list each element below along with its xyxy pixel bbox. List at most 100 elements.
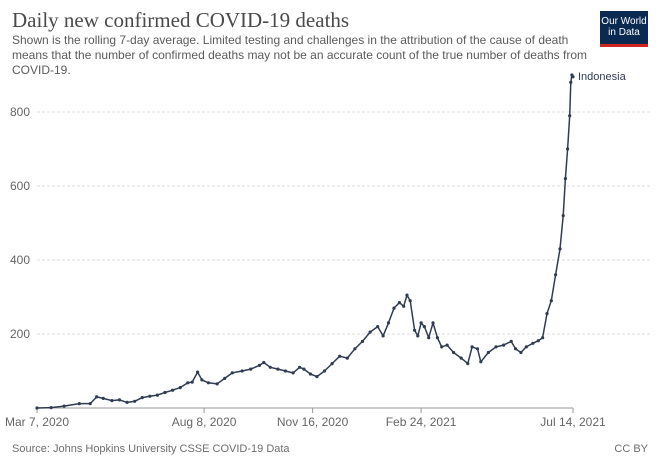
x-tick-label: Mar 7, 2020 bbox=[5, 415, 69, 429]
owid-logo[interactable]: Our World in Data bbox=[600, 11, 648, 47]
chart-subtitle: Shown is the rolling 7-day average. Limi… bbox=[12, 33, 587, 77]
data-point bbox=[249, 367, 253, 371]
license-link[interactable]: CC BY bbox=[614, 443, 648, 455]
data-point bbox=[524, 345, 528, 349]
data-point bbox=[431, 321, 435, 325]
data-point bbox=[62, 404, 66, 408]
x-tick-label: Feb 24, 2021 bbox=[386, 415, 457, 429]
data-point bbox=[519, 350, 523, 355]
data-point bbox=[502, 343, 506, 347]
data-point bbox=[392, 306, 396, 310]
data-point bbox=[215, 382, 219, 386]
logo-line-1: Our World bbox=[601, 16, 647, 27]
data-point bbox=[566, 147, 570, 151]
data-point bbox=[435, 336, 439, 340]
data-point bbox=[459, 356, 463, 360]
data-point bbox=[101, 396, 105, 400]
chart-title: Daily new confirmed COVID-19 deaths bbox=[12, 8, 350, 32]
data-point bbox=[35, 406, 39, 410]
data-point bbox=[405, 293, 409, 297]
data-point bbox=[322, 369, 327, 373]
data-point bbox=[422, 325, 426, 329]
x-tick-label: Nov 16, 2020 bbox=[277, 415, 349, 429]
data-point bbox=[230, 371, 234, 375]
data-point bbox=[479, 360, 483, 364]
data-point bbox=[466, 362, 470, 366]
data-point bbox=[330, 362, 334, 366]
series-label: Indonesia bbox=[578, 71, 627, 83]
data-point bbox=[419, 321, 423, 325]
data-point bbox=[494, 345, 498, 349]
data-point bbox=[308, 372, 312, 376]
y-tick-label: 200 bbox=[10, 327, 30, 341]
data-point bbox=[513, 347, 518, 351]
data-point bbox=[186, 381, 190, 385]
data-point bbox=[397, 301, 401, 305]
data-point bbox=[345, 356, 349, 360]
data-point bbox=[298, 365, 302, 369]
y-tick-label: 600 bbox=[10, 179, 30, 193]
data-point bbox=[171, 388, 175, 392]
data-point bbox=[545, 312, 549, 316]
data-point bbox=[190, 380, 194, 384]
data-point bbox=[283, 369, 288, 373]
data-point bbox=[88, 402, 92, 406]
data-point bbox=[452, 350, 456, 355]
data-point bbox=[155, 393, 159, 397]
data-point bbox=[368, 330, 372, 334]
data-point bbox=[569, 80, 573, 84]
data-point bbox=[240, 369, 244, 373]
data-point bbox=[536, 339, 540, 343]
data-point bbox=[413, 328, 417, 332]
data-point bbox=[541, 336, 545, 340]
data-point bbox=[133, 399, 137, 403]
axis: 200 400 600 800 Mar 7, 2020 Aug 8, 2020 Nov 16… bbox=[5, 105, 606, 429]
source-note: Source: Johns Hopkins University CSSE CO… bbox=[12, 443, 290, 455]
data-point bbox=[257, 363, 261, 367]
logo-line-2: in Data bbox=[608, 27, 640, 38]
data-point bbox=[148, 394, 152, 398]
data-point bbox=[563, 177, 568, 181]
data-point bbox=[117, 398, 122, 402]
data-point bbox=[276, 367, 280, 371]
series-line-indonesia[interactable] bbox=[36, 74, 574, 409]
data-point bbox=[549, 299, 553, 303]
y-tick-label: 400 bbox=[10, 253, 30, 267]
data-point bbox=[558, 247, 562, 251]
data-point bbox=[95, 395, 99, 399]
data-point bbox=[486, 350, 490, 355]
data-point bbox=[178, 386, 182, 390]
data-point bbox=[440, 345, 444, 349]
data-point bbox=[49, 406, 53, 410]
data-point bbox=[470, 345, 474, 349]
data-point bbox=[509, 339, 513, 343]
data-point bbox=[315, 375, 319, 379]
data-point bbox=[338, 354, 342, 358]
data-point bbox=[445, 343, 449, 347]
data-point bbox=[402, 304, 406, 308]
data-point bbox=[427, 336, 431, 340]
data-point bbox=[125, 400, 129, 404]
data-point bbox=[416, 334, 420, 338]
data-point bbox=[291, 371, 295, 375]
data-point bbox=[376, 325, 380, 329]
data-point bbox=[163, 390, 167, 395]
data-point bbox=[475, 347, 480, 351]
x-tick-label: Aug 8, 2020 bbox=[172, 415, 237, 429]
x-tick-label: Jul 14, 2021 bbox=[540, 415, 606, 429]
data-point bbox=[200, 378, 204, 382]
series-layer[interactable]: Indonesia bbox=[35, 71, 627, 410]
data-point bbox=[223, 376, 227, 380]
data-point bbox=[386, 321, 391, 325]
data-point bbox=[381, 334, 385, 338]
data-point bbox=[196, 370, 200, 374]
data-point bbox=[554, 273, 558, 277]
data-point bbox=[360, 339, 365, 343]
data-point bbox=[408, 299, 412, 303]
data-point bbox=[262, 360, 266, 365]
data-point bbox=[110, 399, 114, 403]
data-point bbox=[268, 365, 272, 369]
data-point bbox=[302, 367, 306, 371]
data-point bbox=[353, 347, 357, 351]
